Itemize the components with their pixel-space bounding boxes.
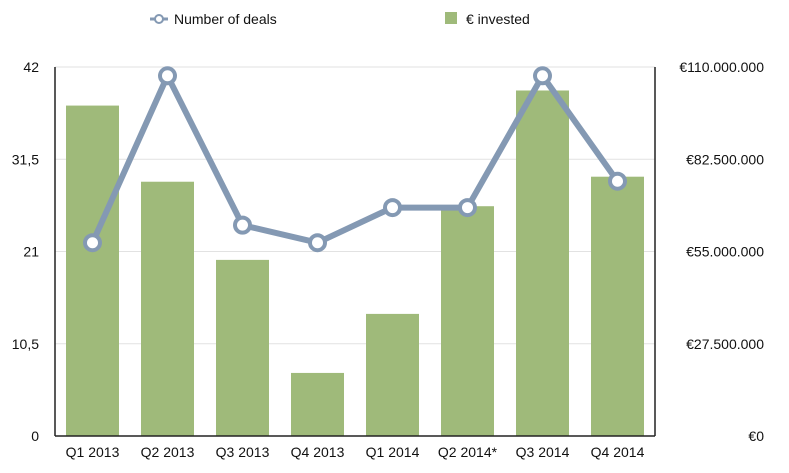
bar: [291, 372, 344, 436]
deals-point: [233, 215, 252, 235]
x-tick-label: Q2 2014*: [438, 444, 498, 460]
left-axis-ticks: 0 10,5 21 31,5 42: [12, 59, 39, 444]
x-axis-ticks: Q1 2013 Q2 2013 Q3 2013 Q4 2013 Q1 2014 Q2 20…: [66, 444, 645, 460]
bar: [366, 313, 419, 436]
legend-label-deals: Number of deals: [174, 11, 277, 27]
left-tick-label: 31,5: [12, 151, 39, 167]
deals-point: [83, 233, 102, 253]
deals-point: [308, 233, 327, 253]
right-tick-label: €82.500.000: [686, 151, 764, 167]
right-tick-label: €110.000.000: [679, 59, 764, 75]
axes: [54, 67, 656, 437]
deals-line: [89, 72, 621, 246]
left-tick-label: 42: [23, 59, 39, 75]
line-series: [83, 66, 627, 253]
deals-point: [608, 171, 627, 191]
x-tick-label: Q4 2014: [591, 444, 645, 460]
x-tick-label: Q3 2013: [216, 444, 270, 460]
deals-point: [533, 66, 552, 86]
right-tick-label: €0: [748, 428, 764, 444]
x-tick-label: Q3 2014: [516, 444, 570, 460]
right-axis-ticks: €0 €27.500.000 €55.000.000 €82.500.000 €110.…: [679, 59, 764, 444]
bar: [591, 176, 644, 436]
bar: [516, 90, 569, 437]
bar: [141, 181, 194, 436]
deals-point: [458, 198, 477, 218]
x-tick-label: Q1 2013: [66, 444, 120, 460]
x-tick-label: Q1 2014: [366, 444, 420, 460]
deals-point: [383, 198, 402, 218]
right-tick-label: €27.500.000: [686, 336, 764, 352]
x-tick-label: Q4 2013: [291, 444, 345, 460]
legend: Number of deals € invested: [150, 11, 530, 27]
bar: [441, 206, 494, 436]
legend-square-marker: [445, 12, 457, 24]
bar: [216, 259, 269, 436]
deals-point: [158, 66, 177, 86]
bar: [66, 105, 119, 436]
x-tick-label: Q2 2013: [141, 444, 195, 460]
left-tick-label: 21: [23, 244, 39, 260]
legend-item-invested: € invested: [445, 11, 530, 27]
legend-item-deals: Number of deals: [150, 11, 277, 27]
legend-circle-marker: [154, 14, 164, 24]
left-tick-label: 0: [31, 428, 39, 444]
legend-label-invested: € invested: [466, 11, 530, 27]
left-tick-label: 10,5: [12, 336, 39, 352]
bar-series: [66, 90, 644, 437]
right-tick-label: €55.000.000: [686, 244, 764, 260]
